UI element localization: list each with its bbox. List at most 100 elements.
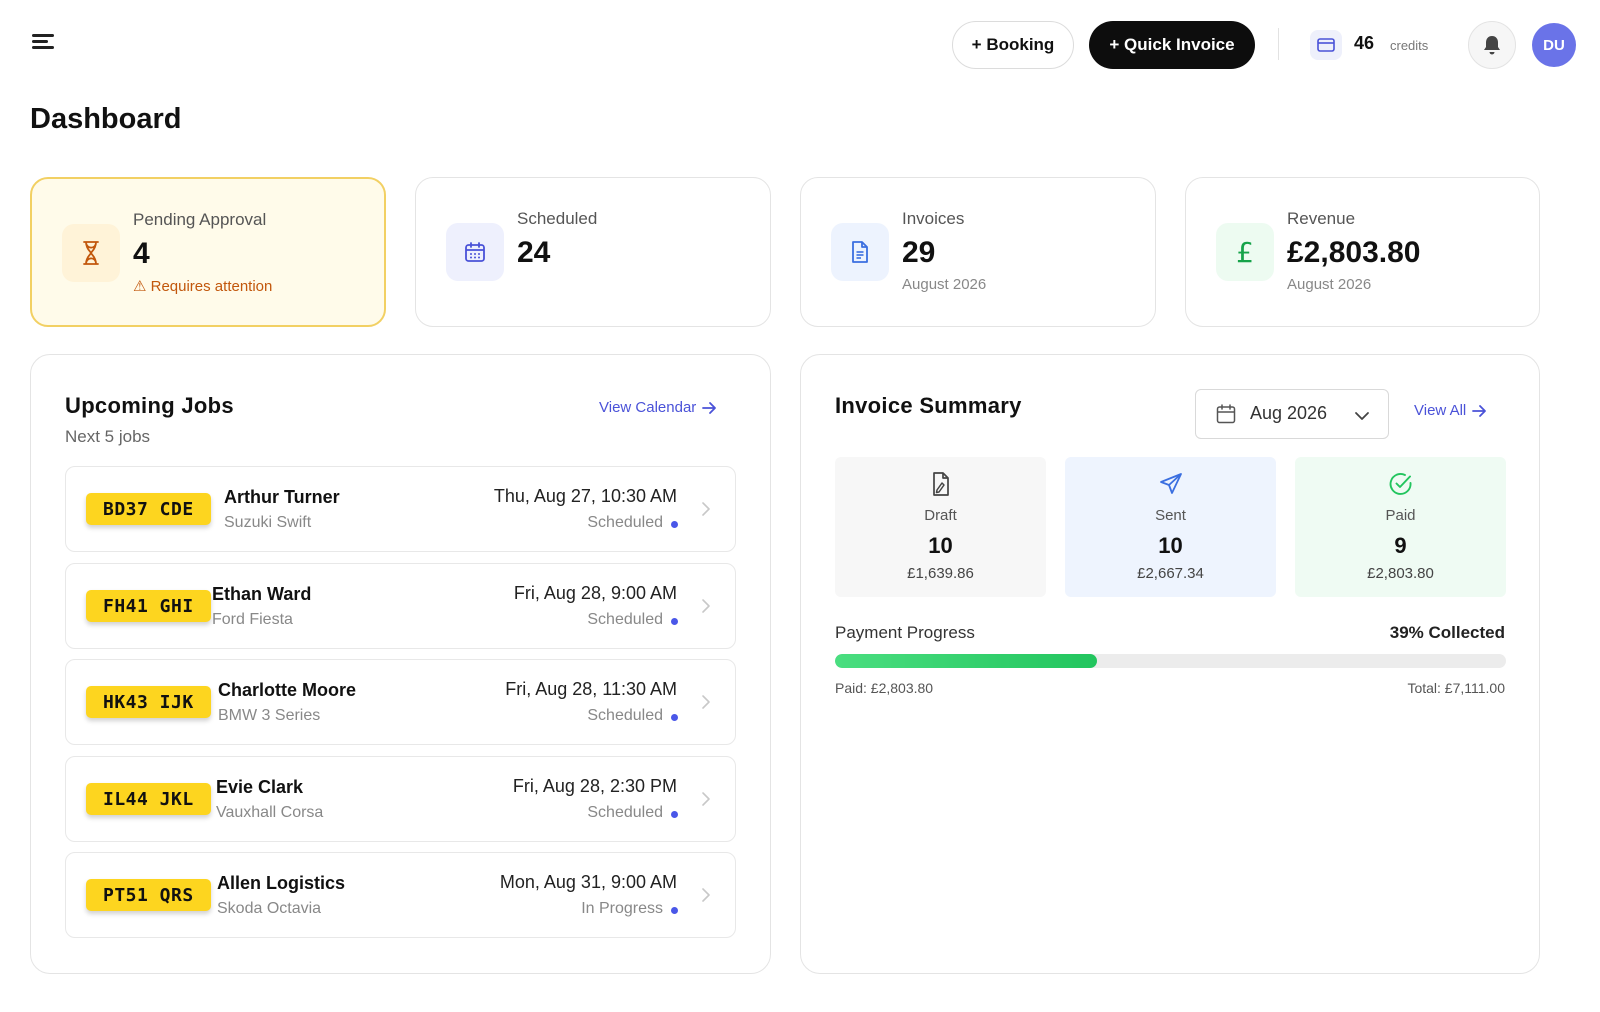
invoice-card-count: 10 [928, 533, 953, 558]
job-datetime: Mon, Aug 31, 9:00 AM [499, 872, 677, 892]
job-vehicle: Ford Fiesta [212, 611, 293, 628]
chevron-right-icon [702, 695, 710, 709]
bell-icon [1484, 36, 1500, 55]
chevron-right-icon [702, 599, 710, 613]
upcoming-jobs-panel: Upcoming Jobs Next 5 jobs View Calendar … [30, 354, 771, 974]
panel-title: Invoice Summary [835, 393, 1022, 418]
stat-value: 24 [517, 236, 551, 269]
invoice-card-count: 9 [1394, 533, 1407, 558]
job-vehicle: Skoda Octavia [217, 900, 322, 917]
job-datetime: Fri, Aug 28, 9:00 AM [513, 583, 677, 603]
job-vehicle: BMW 3 Series [218, 707, 321, 724]
payment-progress-percent: 39% Collected [1389, 623, 1505, 642]
link-label: View All [1414, 402, 1467, 419]
invoice-card-amount: £2,667.34 [1137, 565, 1204, 582]
job-datetime: Fri, Aug 28, 11:30 AM [505, 679, 677, 699]
arrow-right-icon [1472, 404, 1487, 417]
stat-value: 29 [902, 236, 936, 269]
stat-card-revenue[interactable]: £ Revenue £2,803.80 August 2026 [1185, 177, 1540, 327]
license-plate: PT51 QRS [86, 879, 211, 911]
total-amount: Total: £7,111.00 [1407, 680, 1505, 696]
job-customer-name: Arthur Turner [224, 487, 340, 507]
invoice-summary-panel: Invoice Summary Aug 2026 View All Draft … [800, 354, 1540, 974]
job-row[interactable]: PT51 QRS Allen Logistics Skoda Octavia M… [65, 852, 736, 938]
license-plate: BD37 CDE [86, 493, 211, 525]
status-dot [671, 907, 678, 914]
selected-period: Aug 2026 [1250, 403, 1328, 423]
invoice-card-amount: £2,803.80 [1367, 565, 1434, 582]
payment-progress-label: Payment Progress [835, 623, 975, 642]
period-select[interactable]: Aug 2026 [1195, 389, 1389, 439]
invoice-card-count: 10 [1158, 533, 1183, 558]
stat-period: August 2026 [902, 276, 987, 293]
job-customer-name: Charlotte Moore [218, 680, 357, 700]
panel-subtitle: Next 5 jobs [65, 427, 151, 446]
license-plate: HK43 IJK [86, 686, 211, 718]
top-bar: + Booking + Quick Invoice 46 credits DU [0, 0, 1600, 90]
document-icon [831, 223, 889, 281]
payment-progress-fill [835, 654, 1097, 668]
credit-card-icon [1310, 30, 1342, 60]
job-datetime: Thu, Aug 27, 10:30 AM [493, 486, 677, 506]
stat-card-pending-approval[interactable]: Pending Approval 4 ⚠ Requires attention [30, 177, 386, 327]
invoice-card-label: Paid [1385, 507, 1416, 524]
stat-label: Scheduled [517, 209, 598, 228]
status-dot [671, 618, 678, 625]
job-row[interactable]: FH41 GHI Ethan Ward Ford Fiesta Fri, Aug… [65, 563, 736, 649]
job-vehicle: Vauxhall Corsa [216, 804, 324, 821]
chevron-right-icon [702, 888, 710, 902]
calendar-icon [1216, 404, 1236, 424]
status-dot [671, 714, 678, 721]
chevron-down-icon [1355, 412, 1369, 420]
invoice-card-amount: £1,639.86 [907, 565, 974, 582]
job-customer-name: Ethan Ward [212, 584, 312, 604]
stat-label: Invoices [902, 209, 965, 228]
stat-card-invoices[interactable]: Invoices 29 August 2026 [800, 177, 1156, 327]
status-dot [671, 811, 678, 818]
new-booking-button[interactable]: + Booking [952, 21, 1074, 69]
view-all-link[interactable]: View All [1414, 402, 1487, 419]
job-row[interactable]: IL44 JKL Evie Clark Vauxhall Corsa Fri, … [65, 756, 736, 842]
job-status: Scheduled [587, 804, 663, 821]
page-title: Dashboard [30, 103, 182, 135]
invoice-card-sent[interactable]: Sent 10 £2,667.34 [1065, 457, 1276, 597]
quick-invoice-button[interactable]: + Quick Invoice [1089, 21, 1255, 69]
job-row[interactable]: BD37 CDE Arthur Turner Suzuki Swift Thu,… [65, 466, 736, 552]
arrow-right-icon [702, 401, 717, 414]
calendar-icon [446, 223, 504, 281]
stat-label: Revenue [1287, 209, 1356, 228]
job-row[interactable]: HK43 IJK Charlotte Moore BMW 3 Series Fr… [65, 659, 736, 745]
pound-icon: £ [1216, 223, 1274, 281]
job-customer-name: Evie Clark [216, 777, 304, 797]
job-datetime: Fri, Aug 28, 2:30 PM [512, 776, 677, 796]
panel-title: Upcoming Jobs [65, 393, 234, 418]
menu-icon[interactable] [30, 30, 56, 52]
view-calendar-link[interactable]: View Calendar [599, 399, 717, 416]
stat-card-scheduled[interactable]: Scheduled 24 [415, 177, 771, 327]
license-plate: IL44 JKL [86, 783, 211, 815]
invoice-card-paid[interactable]: Paid 9 £2,803.80 [1295, 457, 1506, 597]
user-avatar[interactable]: DU [1532, 23, 1576, 67]
stat-period: August 2026 [1287, 276, 1372, 293]
notifications-button[interactable] [1468, 21, 1516, 69]
invoice-card-label: Draft [924, 507, 957, 524]
status-dot [671, 521, 678, 528]
job-status: Scheduled [587, 707, 663, 724]
invoice-card-label: Sent [1155, 507, 1186, 524]
send-icon [1159, 473, 1182, 494]
chevron-right-icon [702, 502, 710, 516]
hourglass-icon [62, 224, 120, 282]
draft-document-icon [932, 472, 949, 496]
link-label: View Calendar [599, 399, 697, 416]
stat-warning: ⚠ Requires attention [133, 278, 273, 295]
invoice-card-draft[interactable]: Draft 10 £1,639.86 [835, 457, 1046, 597]
chevron-right-icon [702, 792, 710, 806]
job-status: In Progress [581, 900, 663, 917]
payment-progress-bar [835, 654, 1506, 668]
stat-value: 4 [133, 237, 150, 270]
check-circle-icon [1389, 473, 1411, 495]
job-vehicle: Suzuki Swift [224, 514, 312, 531]
job-customer-name: Allen Logistics [217, 873, 346, 893]
credits-count: 46 [1354, 33, 1375, 53]
stat-label: Pending Approval [133, 210, 267, 229]
